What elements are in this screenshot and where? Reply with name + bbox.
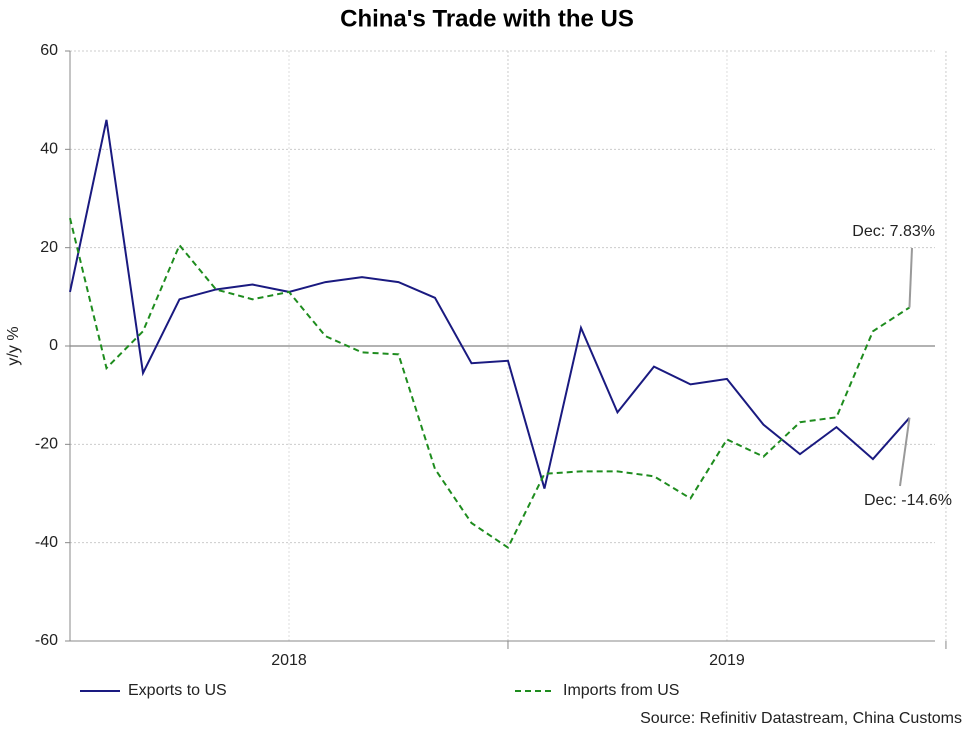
y-tick-label: 20 [40,239,58,256]
y-tick-label: -20 [35,436,58,453]
y-tick-label: -40 [35,534,58,551]
source: Source: Refinitiv Datastream, China Cust… [640,710,962,727]
annotation-leader [899,417,911,487]
legend-label: Exports to US [128,682,227,699]
y-axis-label: y/y % [5,326,22,365]
legend-label: Imports from US [563,682,679,699]
annotation-leader [908,247,913,308]
chart-title: China's Trade with the US [340,5,634,32]
y-tick-label: 40 [40,141,58,158]
x-tick-label: 2018 [271,652,307,669]
y-tick-label: 0 [49,337,58,354]
annotation: Dec: 7.83% [852,223,935,240]
line-series [69,217,911,550]
y-tick-label: 60 [40,42,58,59]
annotation: Dec: -14.6% [864,492,952,509]
y-tick-label: -60 [35,632,58,649]
line-series [69,119,911,489]
x-tick-label: 2019 [709,652,745,669]
